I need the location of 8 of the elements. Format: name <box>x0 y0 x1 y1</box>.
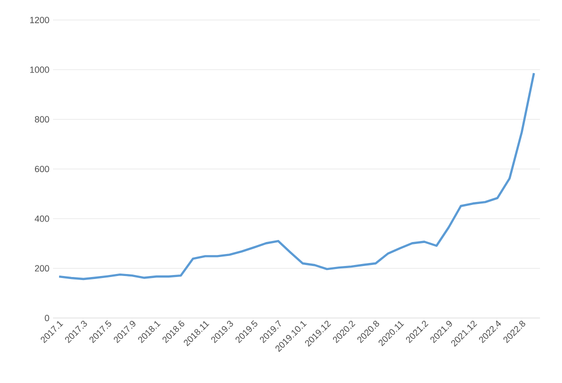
y-tick-label: 0 <box>44 314 50 322</box>
y-tick-label: 200 <box>34 265 50 272</box>
y-tick-label: 600 <box>34 166 50 172</box>
y-tick-label: 800 <box>34 116 50 123</box>
y-tick-label: 400 <box>34 215 50 222</box>
line-series <box>58 72 536 280</box>
y-tick-label: 1000 <box>30 66 50 73</box>
y-tick-label: 1200 <box>30 16 50 24</box>
